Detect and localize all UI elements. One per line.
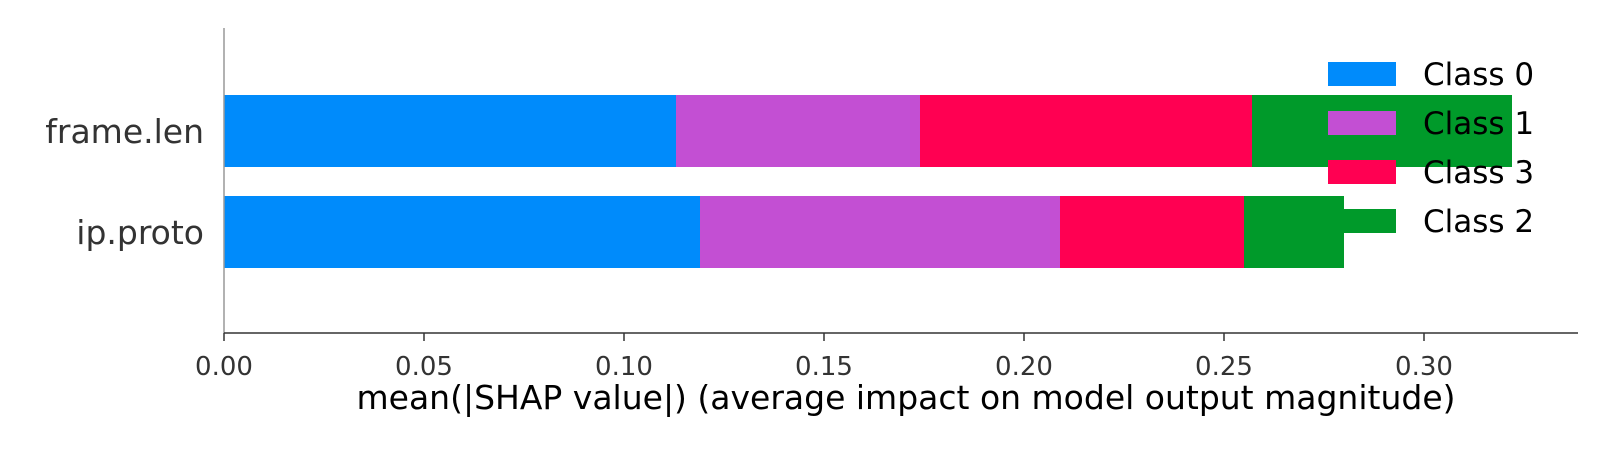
x-tick-label: 0.20	[995, 352, 1053, 382]
category-label: ip.proto	[76, 213, 204, 252]
legend: Class 0 Class 1 Class 3 Class 2	[1328, 57, 1534, 240]
legend-swatch-class-2	[1328, 209, 1396, 233]
legend-swatch-class-1	[1328, 111, 1396, 135]
category-label: frame.len	[45, 112, 204, 151]
x-axis-title: mean(|SHAP value|) (average impact on mo…	[357, 378, 1456, 417]
y-axis-category-labels: frame.len ip.proto	[45, 112, 204, 252]
legend-label: Class 1	[1423, 106, 1534, 142]
x-tick-label: 0.05	[395, 352, 453, 382]
x-tick-label: 0.15	[795, 352, 853, 382]
bar-ip-proto-class-2	[1244, 196, 1344, 268]
x-axis-ticks: 0.00 0.05 0.10 0.15 0.20 0.25 0.30	[195, 333, 1453, 382]
bar-ip-proto-class-0	[224, 196, 700, 268]
x-tick-label: 0.25	[1195, 352, 1253, 382]
bar-frame-len-class-3	[920, 95, 1252, 167]
legend-label: Class 0	[1423, 57, 1534, 93]
x-tick-label: 0.00	[195, 352, 253, 382]
legend-label: Class 2	[1423, 204, 1534, 240]
bar-ip-proto-class-3	[1060, 196, 1244, 268]
bar-layer	[224, 95, 1512, 268]
x-tick-label: 0.10	[595, 352, 653, 382]
bar-frame-len-class-1	[676, 95, 920, 167]
bar-frame-len-class-0	[224, 95, 676, 167]
legend-label: Class 3	[1423, 155, 1534, 191]
bar-ip-proto-class-1	[700, 196, 1060, 268]
x-tick-label: 0.30	[1395, 352, 1453, 382]
legend-swatch-class-3	[1328, 160, 1396, 184]
legend-swatch-class-0	[1328, 62, 1396, 86]
